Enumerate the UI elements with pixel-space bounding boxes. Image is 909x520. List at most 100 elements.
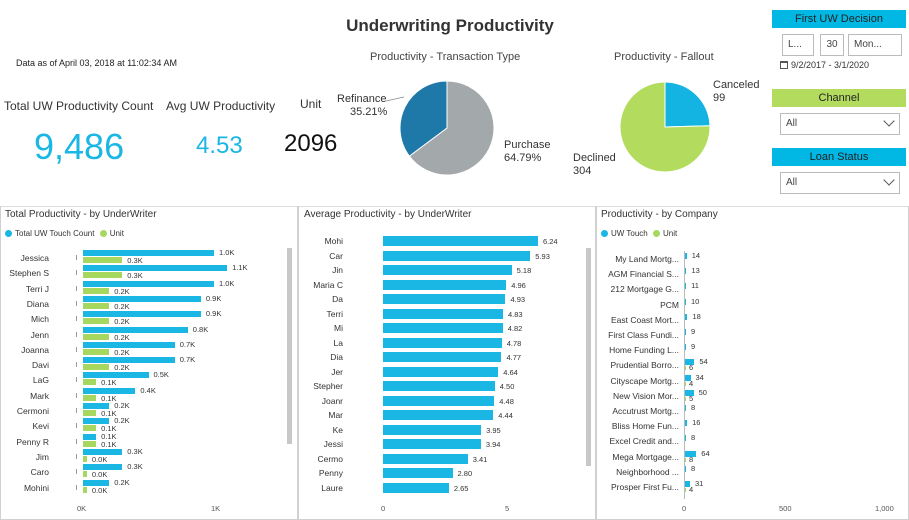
declined-name: Declined [573, 152, 616, 164]
company-touch-bar[interactable] [684, 359, 695, 366]
touch-bar[interactable] [83, 311, 201, 318]
touch-bar[interactable] [83, 326, 188, 333]
avg-bar[interactable] [383, 279, 507, 290]
canceled-name: Canceled [713, 79, 760, 91]
unit-bar[interactable] [83, 302, 110, 309]
avg-bar[interactable] [383, 323, 503, 333]
pie-type-chart[interactable] [395, 78, 499, 178]
avg-bar[interactable] [383, 308, 503, 319]
unit-bar[interactable] [83, 455, 87, 462]
unit-bar[interactable] [83, 379, 97, 386]
unit-value: 0.0K [91, 470, 108, 480]
unit-bar[interactable] [83, 410, 97, 416]
company-unit-bar[interactable] [684, 457, 686, 462]
unit-value: 0.2K [114, 363, 130, 373]
declined-count: 304 [573, 165, 592, 177]
avg-bar[interactable] [383, 294, 506, 304]
unit-bar[interactable] [83, 471, 87, 478]
company-label: Prosper First Fu... [610, 482, 679, 492]
company-touch-bar[interactable] [684, 313, 688, 320]
touch-bar[interactable] [83, 464, 123, 471]
company-touch-bar[interactable] [684, 298, 686, 305]
pie-type-slices [399, 80, 495, 176]
avg-bar[interactable] [383, 482, 449, 493]
pie-slice-refinance[interactable] [399, 80, 448, 157]
company-touch-bar[interactable] [684, 420, 688, 427]
touch-bar[interactable] [83, 357, 175, 364]
legend-dot-unit [653, 230, 660, 237]
company-touch-bar[interactable] [684, 283, 687, 290]
unit-bar[interactable] [83, 287, 110, 294]
unit-bar[interactable] [83, 425, 97, 432]
touch-bar[interactable] [83, 295, 201, 302]
avg-bar[interactable] [383, 265, 512, 275]
touch-bar[interactable] [83, 341, 175, 348]
unit-bar[interactable] [83, 440, 97, 447]
avg-bar[interactable] [383, 381, 495, 391]
channel-dropdown[interactable]: All [780, 113, 900, 135]
company-unit-bar[interactable] [684, 396, 686, 401]
company-touch-bar[interactable] [684, 465, 686, 472]
underwriter-label: Stepher [313, 381, 343, 391]
company-touch-bar[interactable] [684, 329, 686, 335]
pie-slice-canceled[interactable] [664, 81, 711, 128]
pie-slice-declined[interactable] [619, 81, 711, 173]
touch-bar[interactable] [83, 250, 214, 256]
avg-value: 4.83 [507, 309, 523, 319]
avg-bar[interactable] [383, 366, 499, 377]
touch-bar[interactable] [83, 479, 110, 486]
unit-bar[interactable] [83, 272, 123, 279]
company-touch-bar[interactable] [684, 405, 686, 411]
relative-date-count-input[interactable]: 30 [820, 34, 844, 56]
avg-uw-label: Avg UW Productivity [166, 99, 276, 113]
unit-bar[interactable] [83, 364, 110, 371]
touch-bar[interactable] [83, 403, 110, 409]
company-touch-bar[interactable] [684, 481, 690, 487]
unit-bar[interactable] [83, 348, 110, 355]
unit-bar[interactable] [83, 333, 110, 340]
company-label: PCM [660, 299, 679, 310]
company-unit-bar[interactable] [684, 366, 686, 371]
touch-bar[interactable] [83, 448, 123, 455]
touch-bar[interactable] [83, 387, 136, 394]
company-unit-bar[interactable] [684, 381, 686, 386]
company-unit-bar[interactable] [684, 488, 686, 492]
avg-bar[interactable] [383, 395, 495, 406]
company-touch-bar[interactable] [684, 374, 691, 381]
touch-bar[interactable] [83, 372, 149, 379]
company-touch-bar[interactable] [684, 435, 686, 442]
company-touch-bar[interactable] [684, 450, 697, 457]
relative-date-mode-dropdown[interactable]: L... [782, 34, 814, 56]
touch-bar[interactable] [83, 433, 97, 440]
company-touch-bar[interactable] [684, 344, 686, 351]
total-productivity-scrollbar[interactable] [287, 248, 292, 444]
touch-bar[interactable] [83, 280, 214, 287]
unit-bar[interactable] [83, 318, 110, 325]
company-touch-bar[interactable] [684, 253, 687, 259]
touch-bar[interactable] [83, 265, 228, 272]
company-touch-bar[interactable] [684, 389, 694, 396]
unit-bar[interactable] [83, 257, 123, 263]
avg-bar[interactable] [383, 236, 538, 246]
touch-bar[interactable] [83, 418, 110, 425]
unit-bar[interactable] [83, 394, 97, 401]
avg-value: 2.80 [457, 469, 473, 478]
avg-bar[interactable] [383, 453, 468, 464]
avg-productivity-scrollbar[interactable] [586, 248, 591, 466]
pie-slice-purchase[interactable] [408, 80, 495, 176]
avg-bar[interactable] [383, 337, 502, 348]
avg-bar[interactable] [383, 424, 482, 435]
avg-bar[interactable] [383, 468, 453, 478]
loan-status-dropdown[interactable]: All [780, 172, 900, 194]
purchase-pct: 64.79% [504, 152, 542, 164]
relative-date-unit-dropdown[interactable]: Mon... [848, 34, 902, 56]
company-touch-bar[interactable] [684, 268, 687, 275]
avg-bar[interactable] [383, 410, 494, 420]
avg-bar[interactable] [383, 250, 531, 261]
avg-productivity-panel: Average Productivity - by UnderWriter Mo… [298, 206, 596, 520]
pie-fallout-chart[interactable] [618, 80, 712, 174]
underwriter-label: Cermoni [16, 406, 49, 416]
avg-bar[interactable] [383, 439, 481, 449]
avg-bar[interactable] [383, 352, 502, 362]
unit-bar[interactable] [83, 486, 87, 493]
